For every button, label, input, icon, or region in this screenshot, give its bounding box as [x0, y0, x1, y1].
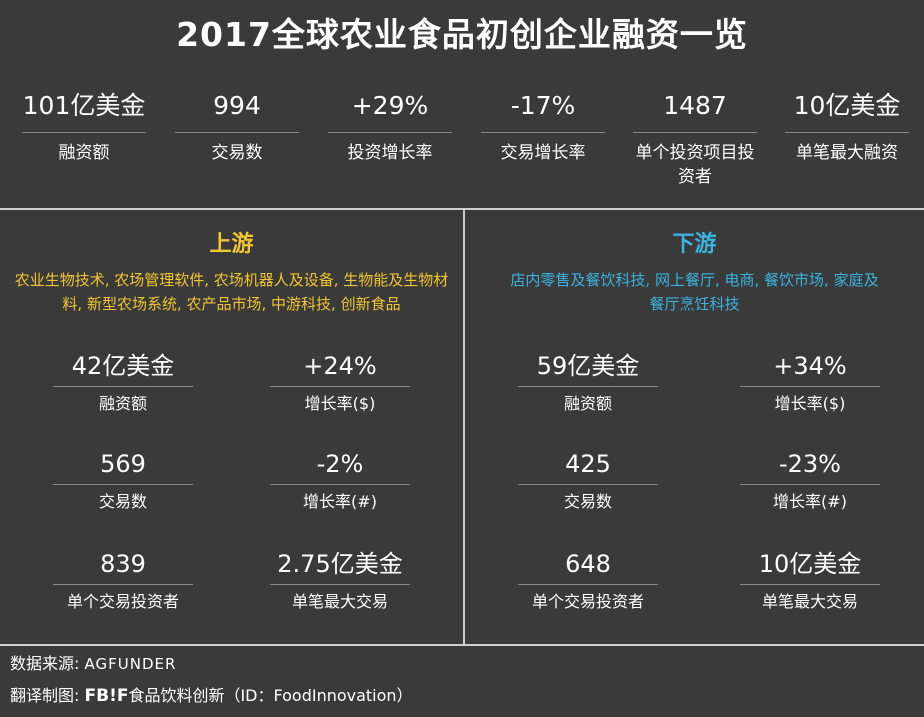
downstream-stat-largest-deal: 10亿美金 单笔最大交易	[735, 546, 885, 613]
stat-label: 交易数	[563, 492, 612, 511]
stat-value: 648	[565, 550, 611, 578]
source-line: 数据来源: AGFUNDER	[10, 652, 176, 676]
downstream-panel: 下游 店内零售及餐饮科技, 网上餐厅, 电商, 餐饮市场, 家庭及餐厅烹饪科技 …	[465, 210, 924, 644]
summary-stat-investment-growth: +29% 投资增长率	[320, 86, 460, 165]
upstream-stat-growth-count: -2% 增长率(#)	[265, 446, 415, 513]
stat-label: 融资额	[58, 143, 110, 163]
downstream-stat-growth-count: -23% 增长率(#)	[735, 446, 885, 513]
divider	[785, 132, 909, 133]
stat-label: 交易数	[211, 143, 263, 163]
divider	[740, 484, 880, 485]
stat-label: 增长率(#)	[773, 492, 847, 511]
upstream-description: 农业生物技术, 农场管理软件, 农场机器人及设备, 生物能及生物材料, 新型农场…	[14, 271, 449, 313]
stat-label: 交易数	[98, 492, 147, 511]
upstream-stat-funding: 42亿美金 融资额	[48, 348, 198, 415]
summary-stat-largest-round: 10亿美金 单笔最大融资	[774, 86, 920, 165]
divider	[53, 386, 193, 387]
stat-label: 投资增长率	[347, 143, 433, 163]
divider	[175, 132, 299, 133]
summary-stat-deal-growth: -17% 交易增长率	[473, 86, 613, 165]
upstream-stat-largest-deal: 2.75亿美金 单笔最大交易	[265, 546, 415, 613]
summary-stats: 101亿美金 融资额 994 交易数 +29% 投资增长率 -17% 交易增长率…	[0, 86, 924, 204]
stat-value: 59亿美金	[536, 352, 640, 380]
stat-label: 单笔最大交易	[291, 592, 388, 611]
divider	[518, 584, 658, 585]
divider	[633, 132, 757, 133]
stat-label: 单笔最大交易	[761, 592, 858, 611]
stat-value: 2.75亿美金	[277, 550, 403, 578]
stat-label: 单笔最大融资	[796, 143, 898, 163]
stat-value: 425	[565, 450, 611, 478]
stat-value: 10亿美金	[758, 550, 862, 578]
translator-line: 翻译制图: FB!F食品饮料创新（ID：FoodInnovation）	[10, 684, 413, 708]
summary-stat-funding: 101亿美金 融资额	[14, 86, 154, 165]
divider-bottom	[0, 644, 924, 646]
divider-top	[0, 208, 924, 210]
stat-value: 42亿美金	[71, 352, 175, 380]
stat-value: -23%	[778, 450, 841, 478]
stat-label: 增长率(#)	[303, 492, 377, 511]
stat-value: +29%	[351, 91, 429, 120]
upstream-title: 上游	[209, 232, 254, 257]
stat-value: 10亿美金	[793, 91, 901, 120]
divider	[328, 132, 452, 133]
stat-label: 增长率($)	[304, 394, 376, 413]
upstream-stat-deals: 569 交易数	[48, 446, 198, 513]
source-label: 数据来源:	[10, 654, 80, 673]
downstream-stat-growth-dollars: +34% 增长率($)	[735, 348, 885, 415]
summary-stat-deals: 994 交易数	[167, 86, 307, 165]
stat-value: 569	[100, 450, 146, 478]
divider	[270, 584, 410, 585]
downstream-stat-deals: 425 交易数	[513, 446, 663, 513]
stat-value: 839	[100, 550, 146, 578]
stat-value: 1487	[663, 91, 727, 120]
divider	[740, 386, 880, 387]
stat-label: 融资额	[563, 394, 612, 413]
divider	[481, 132, 605, 133]
stat-value: 994	[213, 91, 261, 120]
divider-vertical	[463, 210, 465, 644]
downstream-stat-funding: 59亿美金 融资额	[513, 348, 663, 415]
divider	[53, 484, 193, 485]
downstream-description: 店内零售及餐饮科技, 网上餐厅, 电商, 餐饮市场, 家庭及餐厅烹饪科技	[510, 271, 879, 313]
translator-label: 翻译制图:	[10, 686, 80, 705]
stat-label: 融资额	[98, 394, 147, 413]
upstream-panel: 上游 农业生物技术, 农场管理软件, 农场机器人及设备, 生物能及生物材料, 新…	[0, 210, 463, 644]
upstream-stat-growth-dollars: +24% 增长率($)	[265, 348, 415, 415]
divider	[270, 386, 410, 387]
agfunder-logo: AGFUNDER	[84, 655, 177, 673]
upstream-stat-investors: 839 单个交易投资者	[48, 546, 198, 613]
stat-label: 单个交易投资者	[66, 592, 179, 611]
downstream-title: 下游	[672, 232, 717, 257]
stat-value: +24%	[303, 352, 377, 380]
stat-label: 交易增长率	[500, 143, 586, 163]
fbif-logo: FB!F	[84, 686, 129, 706]
summary-stat-investors: 1487 单个投资项目投资者	[621, 86, 769, 189]
divider	[270, 484, 410, 485]
divider	[22, 132, 146, 133]
divider	[518, 386, 658, 387]
page-title: 2017全球农业食品初创企业融资一览	[176, 15, 748, 54]
divider	[53, 584, 193, 585]
stat-label: 增长率($)	[774, 394, 846, 413]
downstream-stat-investors: 648 单个交易投资者	[513, 546, 663, 613]
stat-value: -2%	[316, 450, 364, 478]
stat-value: 101亿美金	[22, 91, 146, 120]
stat-label: 单个投资项目投资者	[635, 143, 755, 187]
stat-value: +34%	[773, 352, 847, 380]
translator-name: 食品饮料创新（ID：FoodInnovation）	[128, 686, 413, 705]
divider	[518, 484, 658, 485]
stat-value: -17%	[510, 91, 576, 120]
stat-label: 单个交易投资者	[531, 592, 644, 611]
divider	[740, 584, 880, 585]
